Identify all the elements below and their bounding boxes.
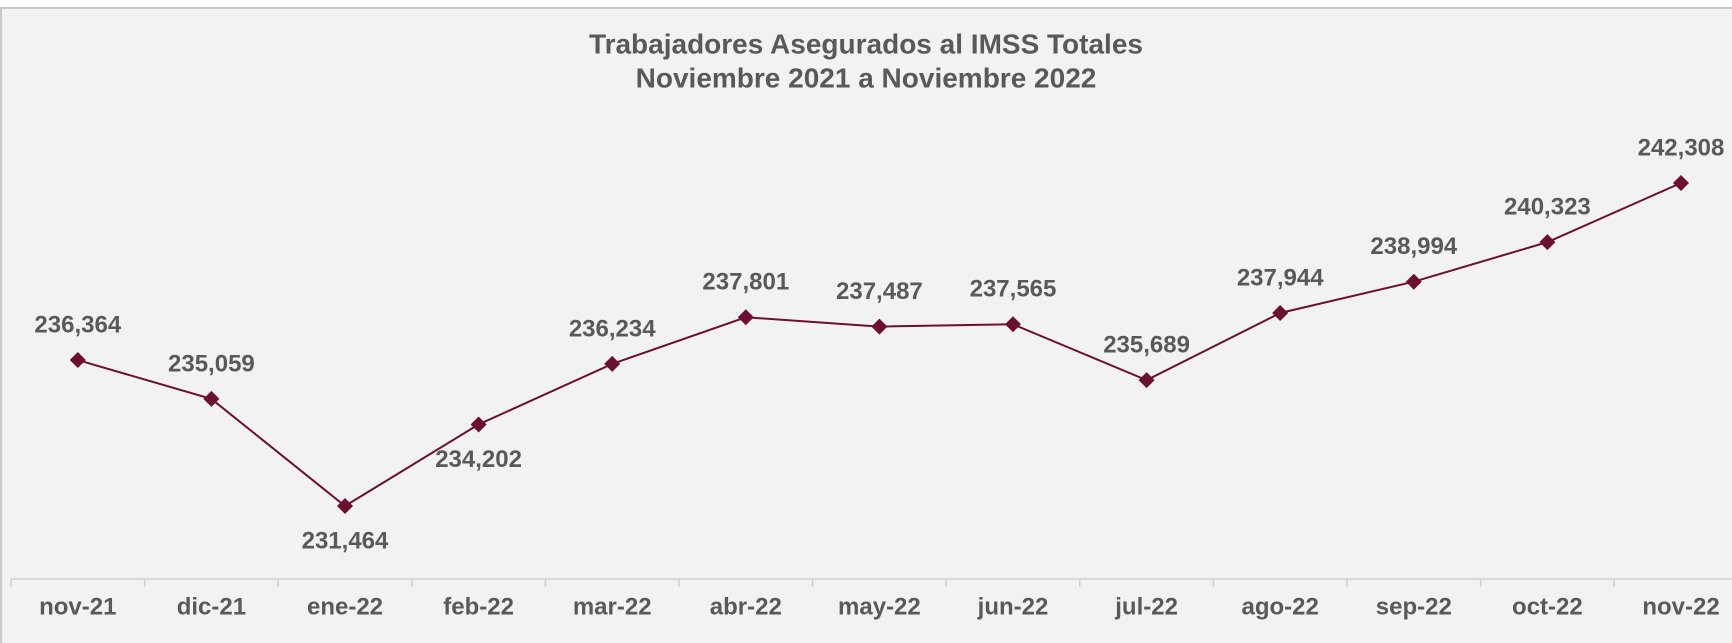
chart-title: Trabajadores Asegurados al IMSS Totales bbox=[589, 28, 1143, 59]
data-label: 242,308 bbox=[1638, 134, 1725, 161]
x-tick-label: feb-22 bbox=[443, 593, 514, 620]
data-label: 234,202 bbox=[435, 446, 522, 473]
x-tick-label: mar-22 bbox=[573, 593, 652, 620]
data-point bbox=[1138, 372, 1155, 389]
data-label: 240,323 bbox=[1504, 193, 1591, 220]
data-label: 236,364 bbox=[34, 311, 121, 338]
data-label: 235,689 bbox=[1103, 331, 1190, 358]
data-point bbox=[1673, 175, 1689, 191]
x-tick-label: abr-22 bbox=[710, 593, 782, 620]
x-tick-label: nov-21 bbox=[39, 593, 116, 620]
x-tick-label: ene-22 bbox=[307, 593, 383, 620]
data-point bbox=[604, 355, 621, 372]
x-tick-label: sep-22 bbox=[1376, 593, 1452, 620]
data-label: 236,234 bbox=[569, 315, 656, 342]
data-label: 231,464 bbox=[302, 527, 389, 554]
data-point bbox=[203, 390, 220, 407]
data-point bbox=[1272, 304, 1289, 321]
data-label: 237,565 bbox=[970, 276, 1057, 303]
data-label: 237,487 bbox=[836, 278, 923, 305]
data-label: 238,994 bbox=[1370, 233, 1457, 260]
x-tick-label: jul-22 bbox=[1114, 593, 1178, 620]
chart-subtitle: Noviembre 2021 a Noviembre 2022 bbox=[636, 62, 1097, 93]
data-label: 235,059 bbox=[168, 350, 255, 377]
x-tick-label: nov-22 bbox=[1642, 593, 1719, 620]
data-label: 237,801 bbox=[702, 269, 789, 296]
data-point bbox=[1005, 316, 1021, 333]
data-point bbox=[1405, 273, 1422, 290]
x-tick-label: jun-22 bbox=[977, 593, 1049, 620]
data-point bbox=[1539, 234, 1556, 251]
data-point bbox=[470, 416, 487, 433]
x-tick-label: ago-22 bbox=[1242, 593, 1319, 620]
x-tick-label: oct-22 bbox=[1512, 593, 1583, 620]
data-point bbox=[737, 309, 754, 326]
data-label: 237,944 bbox=[1237, 264, 1324, 291]
x-tick-label: dic-21 bbox=[177, 593, 246, 620]
data-point bbox=[871, 318, 888, 335]
x-tick-label: may-22 bbox=[838, 593, 921, 620]
data-point bbox=[69, 352, 86, 369]
data-point bbox=[337, 498, 353, 514]
